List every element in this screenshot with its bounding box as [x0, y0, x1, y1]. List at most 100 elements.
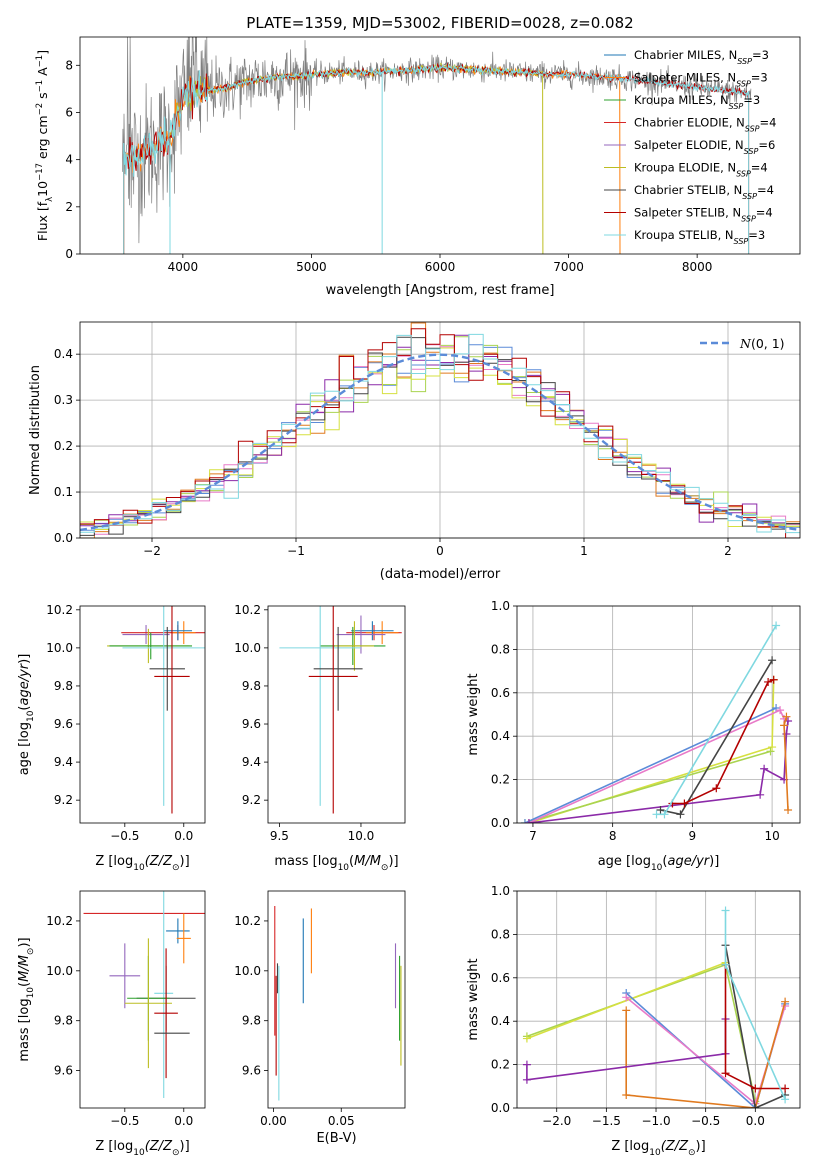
label-part: )]	[696, 1139, 706, 1154]
weight-marker	[680, 799, 689, 808]
y-tick-label: 4	[65, 153, 73, 167]
weight_vs_age-plot-area	[520, 621, 793, 823]
legend-label: Salpeter MILES, NSSP=3	[634, 71, 768, 89]
label-part: )]	[180, 854, 190, 869]
label-part: Z [log	[611, 1139, 649, 1154]
age_vs_z-frame	[79, 605, 206, 824]
y-tick-label: 9.2	[242, 793, 261, 807]
legend-sub: SSP	[744, 147, 759, 156]
weight-line	[625, 1001, 786, 1108]
x-tick-label: 0	[436, 544, 444, 558]
weight_vs_z-frame	[516, 890, 801, 1109]
normal-curve	[80, 353, 800, 532]
figure-title: PLATE=1359, MJD=53002, FIBERID=0028, z=0…	[246, 14, 633, 32]
legend-name: Chabrier ELODIE, N	[634, 116, 745, 130]
y-tick-label: 1.0	[491, 884, 510, 898]
y-tick-label: 9.6	[242, 717, 261, 731]
legend-count: =3	[743, 93, 760, 107]
y-tick-label: 0.4	[491, 1014, 510, 1028]
y-tick-label: 0.2	[491, 1058, 510, 1072]
label-part: )]	[180, 1139, 190, 1154]
legend-count: =3	[751, 71, 768, 85]
label-part: ⊙	[172, 1148, 180, 1158]
legend-sub: SSP	[745, 124, 760, 133]
histogram-step	[80, 344, 800, 535]
y-tick-label: 0.3	[54, 393, 73, 407]
weight-marker	[756, 790, 765, 799]
legend-label: N(0, 1)	[739, 336, 785, 351]
y-tick-label: 10.0	[234, 641, 261, 655]
age_vs_z-plot-area	[107, 606, 205, 814]
label-part: Z [log	[95, 854, 133, 869]
legend-sub: SSP	[734, 237, 749, 246]
y-tick-label: 10.2	[46, 603, 73, 617]
x-tick-label: −2.0	[542, 1114, 571, 1128]
label-part: mass [log	[274, 854, 337, 869]
y-tick-label: 0.8	[491, 927, 510, 941]
legend-label: Chabrier STELIB, NSSP=4	[634, 183, 774, 201]
x-tick-label: −1	[287, 544, 305, 558]
label-part: )]	[709, 854, 719, 869]
ylabel-part: ]	[35, 50, 50, 55]
weight-line	[528, 679, 775, 823]
weight-marker	[522, 1034, 531, 1043]
legend-count: =6	[758, 138, 775, 152]
x-tick-label: 0.05	[328, 1114, 355, 1128]
label-part: M/M	[354, 854, 381, 869]
mass_vs_z-plot-area	[83, 891, 205, 1099]
weight-marker	[520, 819, 529, 823]
weight-marker	[656, 805, 665, 814]
legend-sub: SSP	[729, 102, 744, 111]
legend-count: =4	[756, 206, 773, 220]
x-tick-label: 2	[724, 544, 732, 558]
y-tick-label: 0.1	[54, 485, 73, 499]
y-tick-label: 10.0	[46, 964, 73, 978]
weight-line	[526, 963, 757, 1102]
legend-label: Salpeter STELIB, NSSP=4	[634, 206, 773, 224]
x-tick-label: 9	[689, 829, 697, 843]
y-tick-label: 9.4	[54, 755, 73, 769]
weight-marker	[781, 997, 790, 1006]
legend-sub: SSP	[741, 214, 756, 223]
weight-marker	[760, 764, 769, 773]
weight-marker	[751, 1104, 760, 1108]
ylabel-part: 10	[35, 181, 50, 197]
x-tick-label: 7000	[553, 260, 584, 274]
label-part: )]	[17, 937, 32, 947]
legend-sub: SSP	[736, 169, 751, 178]
spectrum-model-line	[123, 63, 750, 254]
y-tick-label: 1.0	[491, 599, 510, 613]
y-tick-label: 0.0	[491, 1101, 510, 1115]
age_vs_mass-plot-area	[279, 606, 402, 814]
x-tick-label: 10	[764, 829, 779, 843]
x-tick-label: 5000	[296, 260, 327, 274]
label-part: Z/Z	[149, 1139, 173, 1154]
weight-marker	[776, 706, 785, 715]
y-tick-label: 6	[65, 105, 73, 119]
legend-label: Chabrier ELODIE, NSSP=4	[634, 116, 776, 134]
y-tick-label: 0.6	[491, 971, 510, 985]
label-part: (	[145, 854, 151, 869]
x-tick-label: 9.5	[270, 829, 289, 843]
x-tick-label: 4000	[168, 260, 199, 274]
mass_vs_z-frame	[79, 890, 206, 1109]
label-part: (	[17, 706, 32, 711]
x-tick-label: 6000	[425, 260, 456, 274]
ylabel-part: −2	[35, 103, 45, 116]
legend-name: Salpeter STELIB, N	[634, 206, 741, 220]
label-part: Z/Z	[665, 1139, 689, 1154]
weight-marker	[721, 960, 730, 969]
x-tick-label: 8000	[682, 260, 713, 274]
y-tick-label: 0.4	[54, 347, 73, 361]
age_vs_z-xlabel: Z [log10(Z/Z⊙)]	[95, 854, 189, 873]
weight_vs_z-ylabel: mass weight	[466, 958, 481, 1040]
y-tick-label: 0	[65, 247, 73, 261]
residuals-xlabel: (data-model)/error	[380, 567, 501, 582]
y-tick-label: 0.0	[491, 816, 510, 830]
legend-count: =4	[751, 161, 768, 175]
y-tick-label: 10.2	[234, 914, 261, 928]
residuals-ylabel: Normed distribution	[28, 365, 43, 495]
weight-marker	[768, 743, 777, 752]
